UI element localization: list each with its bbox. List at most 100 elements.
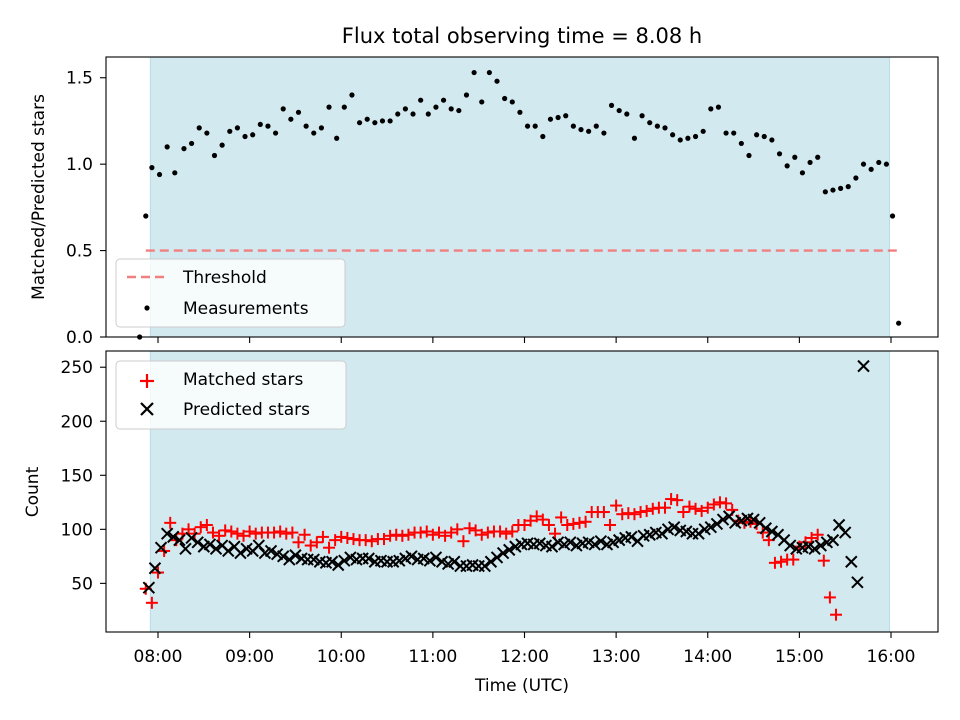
matched-star-point [402, 528, 415, 541]
measurement-point [318, 125, 324, 131]
matched-legend-swatch [140, 374, 154, 388]
measurement-point [149, 165, 155, 171]
predicted-star-point [142, 581, 156, 594]
predicted-stars-points [142, 359, 870, 594]
measurement-point [448, 106, 454, 112]
top-legend: Threshold Measurements [115, 258, 346, 328]
predicted-star-point [148, 562, 162, 575]
matched-legend-label: Matched stars [183, 370, 303, 390]
measurement-point [211, 152, 218, 159]
matched-star-point [182, 523, 195, 536]
matched-star-point [206, 526, 219, 539]
matched-star-point [683, 500, 696, 513]
x-tick-label: 15:00 [775, 647, 824, 667]
measurement-point [830, 187, 836, 193]
predicted-star-point [692, 527, 705, 540]
measurement-point [242, 133, 248, 140]
measurement-point [471, 69, 477, 76]
matched-star-point [451, 523, 464, 536]
matched-star-point [469, 524, 482, 537]
measurement-point [838, 185, 844, 191]
measurement-point [700, 128, 706, 134]
y-tick-label: 250 [61, 358, 93, 378]
measurement-point [402, 106, 408, 112]
measurement-point [692, 133, 699, 140]
matched-star-point [231, 527, 244, 540]
matched-star-point [274, 525, 287, 538]
matched-star-point [500, 527, 513, 540]
measurement-point [670, 132, 676, 138]
measurement-point [196, 125, 202, 131]
measurement-point [524, 123, 531, 129]
predicted-star-point [191, 536, 204, 549]
y-tick-label: 100 [61, 520, 93, 540]
matched-star-point [817, 554, 830, 567]
top-plot-frame [105, 56, 939, 338]
top-panel: Flux total observing time = 8.08 h 0.00.… [29, 24, 939, 348]
matched-star-point [237, 529, 250, 542]
matched-star-point [286, 526, 299, 539]
measurement-point [746, 152, 752, 159]
matched-star-point [341, 531, 354, 544]
x-axis-label: Time (UTC) [474, 676, 569, 696]
measurement-point [761, 133, 767, 140]
x-tick-label: 08:00 [134, 647, 183, 667]
measurement-point [234, 125, 241, 131]
measurement-point [486, 69, 492, 76]
matched-star-point [555, 511, 568, 524]
predicted-star-point [362, 552, 375, 565]
predicted-star-point [490, 551, 504, 564]
measurement-point [624, 111, 630, 117]
measurement-point [272, 130, 279, 136]
matched-star-point [775, 555, 788, 568]
matched-star-point [432, 526, 445, 539]
measurement-point [379, 118, 386, 124]
measurement-point [364, 116, 370, 122]
predicted-star-point [667, 520, 681, 534]
measurements-legend-swatch [144, 305, 150, 311]
matched-star-point [365, 535, 378, 548]
measurement-point [204, 130, 210, 136]
matched-star-point [713, 496, 726, 509]
predicted-star-point [857, 359, 870, 373]
measurement-point [479, 99, 485, 105]
matched-star-point [439, 529, 452, 542]
measurement-point [601, 130, 607, 136]
measurement-point [372, 120, 378, 126]
matched-star-point [280, 527, 293, 540]
measurement-point [708, 106, 714, 112]
measurement-point [677, 137, 683, 143]
x-tick-label: 11:00 [408, 647, 457, 667]
matched-star-point [164, 516, 177, 529]
predicted-star-point [826, 533, 840, 547]
measurement-point [219, 142, 225, 148]
measurement-point [395, 111, 401, 117]
measurement-point [410, 111, 416, 117]
predicted-star-point [594, 535, 608, 548]
measurement-point [540, 133, 546, 140]
measurement-point [311, 130, 317, 136]
matched-star-point [481, 526, 494, 539]
matched-star-point [830, 608, 843, 621]
measurement-point [227, 128, 233, 134]
matched-star-point [671, 494, 684, 507]
matched-star-point [707, 498, 720, 511]
matched-star-point [811, 528, 824, 541]
predicted-star-point [838, 526, 852, 539]
top-y-axis-label: Matched/Predicted stars [29, 94, 49, 300]
matched-star-point [665, 493, 678, 506]
matched-star-point [604, 519, 617, 532]
measurement-point [639, 113, 645, 119]
x-tick-label: 09:00 [225, 647, 274, 667]
measurement-point [754, 132, 760, 138]
matched-star-point [524, 514, 537, 527]
matched-star-point [292, 536, 305, 549]
matched-star-point [634, 506, 647, 519]
predicted-star-point [759, 522, 772, 535]
measurement-point [250, 132, 256, 138]
measurement-point [326, 104, 332, 110]
predicted-legend-swatch [140, 402, 154, 416]
matched-star-point [640, 504, 653, 517]
predicted-star-point [496, 546, 510, 560]
measurement-point [257, 121, 263, 128]
